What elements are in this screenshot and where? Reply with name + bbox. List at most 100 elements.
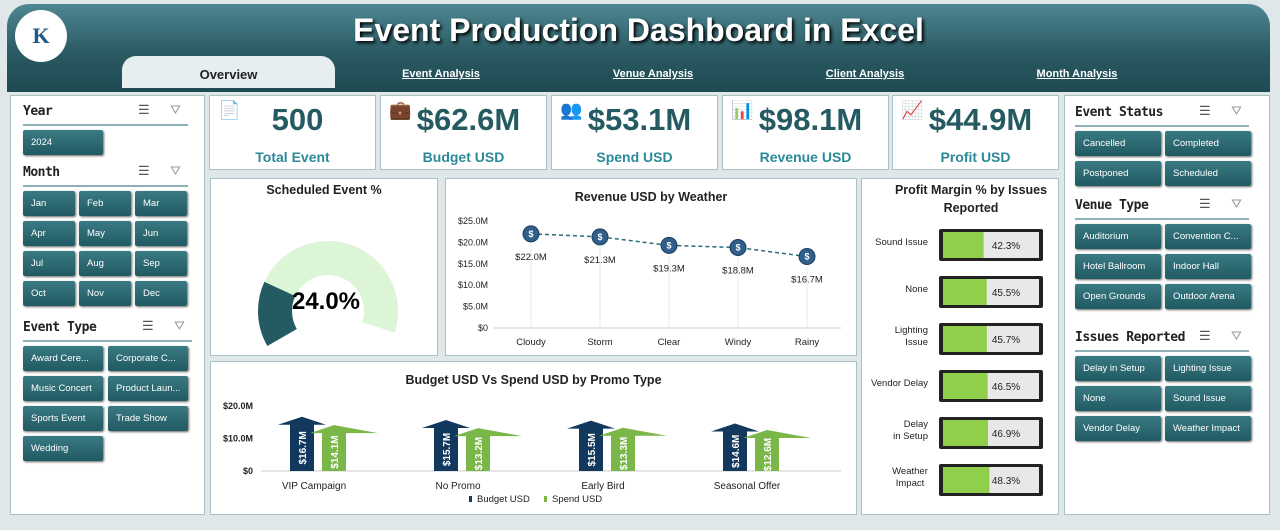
- year-slicer-title: Year: [23, 104, 53, 119]
- kpi-card-revenue-usd: 📊 $98.1M Revenue USD: [722, 95, 889, 170]
- month-option[interactable]: Apr: [23, 221, 75, 246]
- kpi-card-profit-usd: 📈 $44.9M Profit USD: [892, 95, 1059, 170]
- month-option[interactable]: Mar: [135, 191, 187, 216]
- progress-fill: [943, 467, 990, 493]
- tab-overview[interactable]: Overview: [122, 56, 335, 88]
- tab-venue-analysis[interactable]: Venue Analysis: [612, 68, 694, 80]
- logo: K: [15, 10, 67, 62]
- issues-reported-option[interactable]: Sound Issue: [1165, 386, 1251, 411]
- money-bag-marker: [729, 239, 747, 257]
- donut-slice-other: [264, 240, 399, 333]
- multi-select-icon[interactable]: ☰: [1199, 196, 1211, 211]
- y-tick-label: $5.0M: [463, 302, 488, 312]
- event-type-option[interactable]: Music Concert: [23, 376, 103, 401]
- document-check-icon: 📄: [218, 100, 241, 120]
- kpi-value: $53.1M: [587, 102, 692, 137]
- event-status-option[interactable]: Postponed: [1075, 161, 1161, 186]
- tab-month-analysis[interactable]: Month Analysis: [1036, 68, 1118, 80]
- month-option[interactable]: Aug: [79, 251, 131, 276]
- issues-reported-option[interactable]: Delay in Setup: [1075, 356, 1161, 381]
- month-option[interactable]: Dec: [135, 281, 187, 306]
- venue-type-option[interactable]: Indoor Hall: [1165, 254, 1251, 279]
- category-label: Weather: [892, 466, 928, 477]
- tab-event-analysis[interactable]: Event Analysis: [402, 68, 480, 80]
- clear-filter-icon[interactable]: ⛛: [1231, 103, 1242, 118]
- category-label: None: [905, 284, 928, 295]
- value-label: 45.7%: [992, 335, 1020, 346]
- data-label: $14.1M: [330, 435, 341, 468]
- issues-reported-option[interactable]: Weather Impact: [1165, 416, 1251, 441]
- clear-filter-icon[interactable]: ⛛: [1231, 328, 1242, 343]
- x-tick-label: Storm: [587, 337, 612, 348]
- money-bag-icon: $: [597, 232, 602, 242]
- data-label: $14.6M: [731, 435, 742, 468]
- multi-select-icon[interactable]: ☰: [138, 102, 150, 117]
- y-tick-label: $20.0M: [458, 237, 488, 247]
- donut-slice-scheduled: [258, 281, 297, 346]
- x-tick-label: Seasonal Offer: [714, 481, 781, 492]
- event-status-option[interactable]: Scheduled: [1165, 161, 1251, 186]
- data-label: $16.7M: [298, 431, 309, 464]
- event-type-option[interactable]: Product Laun...: [108, 376, 188, 401]
- clear-filter-icon[interactable]: ⛛: [174, 318, 185, 333]
- kpi-card-total-event: 📄 500 Total Event: [209, 95, 376, 170]
- divider: [23, 340, 192, 342]
- category-label: Issue: [905, 337, 928, 348]
- issues-reported-option[interactable]: Vendor Delay: [1075, 416, 1161, 441]
- event-type-option[interactable]: Award Cere...: [23, 346, 103, 371]
- y-tick-label: $25.0M: [458, 216, 488, 226]
- kpi-label: Revenue USD: [759, 149, 852, 165]
- y-tick-label: $15.0M: [458, 259, 488, 269]
- progress-fill: [943, 373, 988, 399]
- month-option[interactable]: Oct: [23, 281, 75, 306]
- y-tick-label: $20.0M: [223, 401, 253, 411]
- month-option[interactable]: Jun: [135, 221, 187, 246]
- multi-select-icon[interactable]: ☰: [142, 318, 154, 333]
- event-type-option[interactable]: Trade Show: [108, 406, 188, 431]
- progress-fill: [943, 326, 987, 352]
- multi-select-icon[interactable]: ☰: [1199, 328, 1211, 343]
- chart-title: Budget USD Vs Spend USD by Promo Type: [405, 373, 662, 387]
- money-bag-icon: $: [666, 240, 671, 250]
- profit-chart-icon: 📈: [901, 100, 924, 120]
- event-type-option[interactable]: Wedding: [23, 436, 103, 461]
- x-tick-label: Cloudy: [516, 337, 546, 348]
- multi-select-icon[interactable]: ☰: [1199, 103, 1211, 118]
- x-tick-label: Clear: [658, 337, 681, 348]
- clear-filter-icon[interactable]: ⛛: [1231, 196, 1242, 211]
- event-status-option[interactable]: Cancelled: [1075, 131, 1161, 156]
- tab-client-analysis[interactable]: Client Analysis: [825, 68, 905, 80]
- month-option[interactable]: Jan: [23, 191, 75, 216]
- money-bag-icon: $: [804, 252, 809, 262]
- kpi-label: Spend USD: [596, 149, 673, 165]
- venue-type-option[interactable]: Auditorium: [1075, 224, 1161, 249]
- y-tick-label: $0: [243, 466, 253, 476]
- data-label: $13.2M: [474, 437, 485, 470]
- issues-reported-option[interactable]: Lighting Issue: [1165, 356, 1251, 381]
- clear-filter-icon[interactable]: ⛛: [170, 163, 181, 178]
- clear-filter-icon[interactable]: ⛛: [170, 102, 181, 117]
- event-type-option[interactable]: Sports Event: [23, 406, 103, 431]
- venue-type-option[interactable]: Outdoor Arena: [1165, 284, 1251, 309]
- kpi-label: Total Event: [255, 149, 330, 165]
- data-label: $21.3M: [584, 255, 616, 266]
- kpi-value: $98.1M: [758, 102, 863, 137]
- event-type-option[interactable]: Corporate C...: [108, 346, 188, 371]
- bar-chart: $0 $10.0M $20.0M $16.7M $14.1M VIP Campaign $1…: [223, 401, 841, 505]
- venue-type-option[interactable]: Hotel Ballroom: [1075, 254, 1161, 279]
- event-type-slicer-title: Event Type: [23, 320, 97, 335]
- event-status-option[interactable]: Completed: [1165, 131, 1251, 156]
- multi-select-icon[interactable]: ☰: [138, 163, 150, 178]
- progress-fill: [943, 279, 987, 305]
- month-option[interactable]: Nov: [79, 281, 131, 306]
- month-option[interactable]: Sep: [135, 251, 187, 276]
- month-option[interactable]: Jul: [23, 251, 75, 276]
- issues-reported-option[interactable]: None: [1075, 386, 1161, 411]
- year-option[interactable]: 2024: [23, 130, 103, 155]
- month-option[interactable]: May: [79, 221, 131, 246]
- kpi-value: $44.9M: [928, 102, 1033, 137]
- venue-type-option[interactable]: Open Grounds: [1075, 284, 1161, 309]
- month-option[interactable]: Feb: [79, 191, 131, 216]
- money-bag-icon: $: [735, 243, 740, 253]
- venue-type-option[interactable]: Convention C...: [1165, 224, 1251, 249]
